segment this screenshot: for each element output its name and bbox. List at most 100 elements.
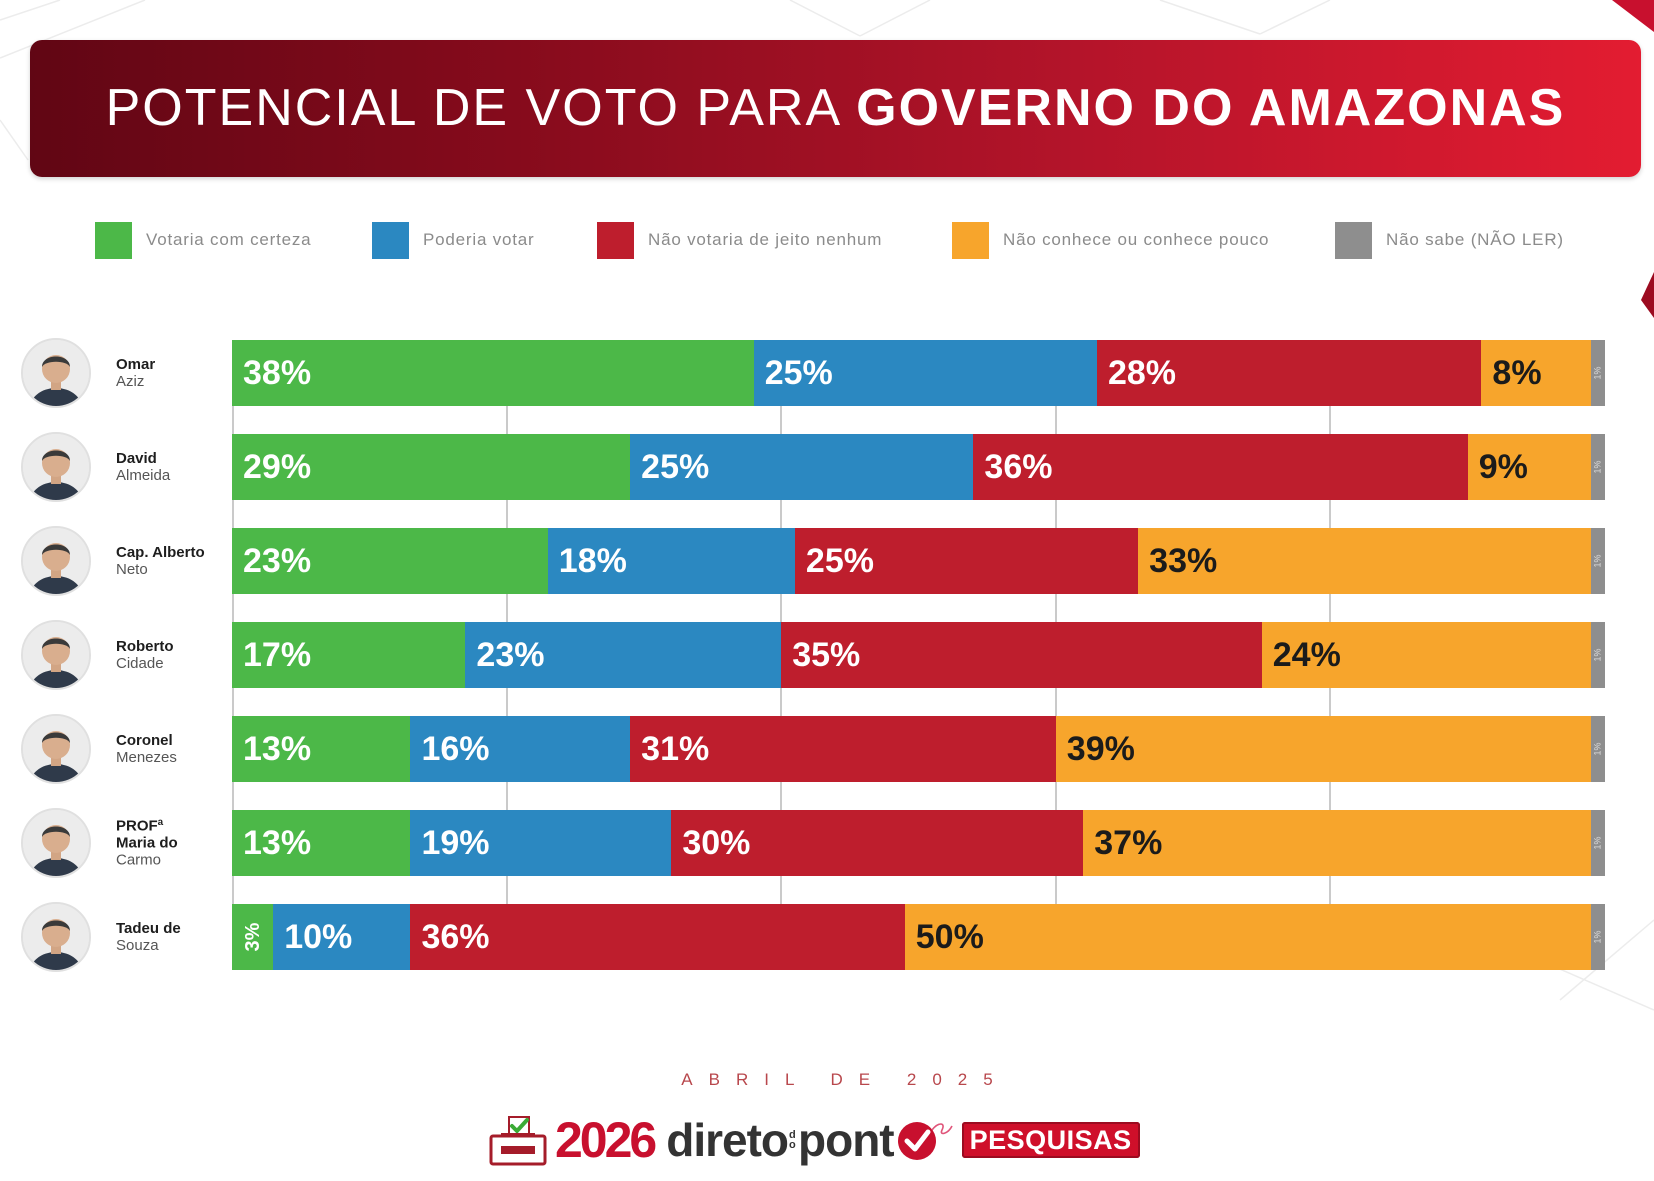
bar-segment-nao-sabe: 1%	[1591, 810, 1605, 876]
legend-item: Não sabe (NÃO LER)	[1335, 221, 1564, 259]
bar-segment-nao-conhece: 37%	[1083, 810, 1592, 876]
logo-year: 2026	[555, 1112, 657, 1168]
candidate-avatar	[21, 902, 91, 972]
bar-value-label: 31%	[641, 730, 710, 768]
bar-value-label: 16%	[421, 730, 490, 768]
candidate-name-bold: Omar	[116, 356, 156, 373]
bar-segment-nao-votaria: 35%	[781, 622, 1262, 688]
bar-segment-votaria-com-certeza: 29%	[232, 434, 631, 500]
candidate-avatar	[21, 526, 91, 596]
bar-value-label: 24%	[1272, 636, 1341, 674]
bar-value-label: 9%	[1478, 448, 1528, 486]
title-bold: GOVERNO DO AMAZONAS	[856, 79, 1566, 137]
candidate-name-regular: Carmo	[116, 851, 162, 869]
bar-value-label: 38%	[243, 354, 312, 392]
legend-item: Votaria com certeza	[95, 221, 311, 259]
bar-value-label: 1%	[1592, 554, 1603, 568]
legend-label: Votaria com certeza	[146, 230, 312, 249]
bar-value-label: 28%	[1107, 354, 1177, 392]
candidate-name: PROFª Maria do Carmo	[116, 818, 178, 869]
bar-segment-votaria-com-certeza: 3%	[232, 904, 274, 970]
bar-segment-votaria-com-certeza: 13%	[232, 810, 411, 876]
bar-segment-poderia-votar: 25%	[753, 340, 1097, 406]
chart-legend: Votaria com certeza Poderia votar Não vota…	[0, 221, 1654, 259]
bar-segment-nao-conhece: 9%	[1467, 434, 1592, 500]
bar-value-label: 50%	[915, 918, 984, 956]
bar-segment-nao-sabe: 1%	[1591, 340, 1605, 406]
bar-segment-nao-conhece: 39%	[1055, 716, 1592, 782]
bar-value-label: 29%	[243, 448, 312, 486]
candidate-name: Roberto Cidade	[116, 638, 174, 672]
bar-segment-votaria-com-certeza: 13%	[232, 716, 411, 782]
candidate-name-bold: Roberto	[116, 638, 174, 655]
bar-segment-nao-conhece: 50%	[904, 904, 1592, 970]
bar-segment-nao-sabe: 1%	[1591, 434, 1605, 500]
bar-value-label: 18%	[558, 542, 627, 580]
bar-segment-poderia-votar: 18%	[547, 528, 795, 594]
bar-value-label: 23%	[476, 636, 545, 674]
bar-value-label: 13%	[243, 824, 312, 862]
bar-segment-poderia-votar: 19%	[410, 810, 672, 876]
logo-brand-part1: direto	[666, 1114, 789, 1166]
bar-value-label: 19%	[421, 824, 490, 862]
bar-value-label: 10%	[284, 918, 353, 956]
bar-segment-nao-votaria: 36%	[973, 434, 1468, 500]
bar-segment-votaria-com-certeza: 17%	[232, 622, 466, 688]
bar-segment-nao-sabe: 1%	[1591, 904, 1605, 970]
logo-pesquisas-badge: PESQUISAS	[961, 1122, 1140, 1158]
legend-swatch	[597, 221, 634, 259]
candidate-name: Tadeu de Souza	[116, 920, 181, 954]
candidate-name: Coronel Menezes	[116, 732, 177, 766]
bar-value-label: 1%	[1592, 930, 1603, 944]
candidate-avatar	[21, 338, 91, 408]
bar-segment-poderia-votar: 16%	[410, 716, 631, 782]
legend-label: Não sabe (NÃO LER)	[1386, 230, 1564, 249]
bar-segment-nao-sabe: 1%	[1591, 528, 1605, 594]
bar-segment-nao-votaria: 25%	[794, 528, 1139, 594]
bar-segment-votaria-com-certeza: 23%	[232, 528, 548, 594]
bar-value-label: 1%	[1592, 366, 1603, 380]
bar-value-label: 36%	[421, 918, 490, 956]
bar-segment-nao-conhece: 33%	[1138, 528, 1592, 594]
legend-swatch	[95, 221, 132, 259]
stacked-bar-chart: 38% 25% 28% 8% 1% 29% 25% 36% 9% 1% 23% 18% 25% 33% 1%…	[232, 340, 1605, 970]
bar-value-label: 35%	[792, 636, 861, 674]
bar-value-label: 1%	[1592, 742, 1603, 756]
candidate-avatar	[21, 432, 91, 502]
bar-value-label: 23%	[243, 542, 312, 580]
bar-value-label: 3%	[241, 922, 264, 952]
ballot-box-icon	[489, 1116, 547, 1166]
check-circle-icon	[897, 1122, 953, 1160]
bar-value-label: 25%	[764, 354, 833, 392]
candidate-name: Omar Aziz	[116, 356, 155, 390]
logo-brand-part3: pont	[798, 1114, 895, 1166]
bar-value-label: 33%	[1149, 542, 1218, 580]
bar-segment-nao-sabe: 1%	[1591, 622, 1605, 688]
bar-value-label: 1%	[1592, 648, 1603, 662]
candidate-name-regular: Cidade	[116, 655, 164, 672]
bar-segment-nao-conhece: 24%	[1261, 622, 1592, 688]
candidate-name-bold: Coronel	[116, 732, 173, 749]
bar-value-label: 1%	[1592, 460, 1603, 474]
candidate-name-regular: Aziz	[116, 373, 145, 390]
candidate-name-regular: Neto	[116, 561, 148, 578]
brand-logo: 2026 direto do pont PESQUISAS	[487, 1110, 1140, 1170]
legend-swatch	[952, 221, 989, 259]
bar-value-label: 8%	[1492, 354, 1542, 392]
legend-label: Poderia votar	[423, 230, 535, 249]
candidate-name-bold: Cap. Alberto	[116, 544, 205, 561]
candidate-name-bold: David	[116, 450, 157, 467]
bar-value-label: 30%	[682, 824, 751, 862]
legend-swatch	[372, 221, 409, 259]
logo-brand-part2: do	[789, 1129, 796, 1151]
bar-segment-nao-sabe: 1%	[1591, 716, 1605, 782]
legend-swatch	[1335, 221, 1372, 259]
legend-label: Não conhece ou conhece pouco	[1003, 230, 1270, 249]
candidate-name-bold: Tadeu de	[116, 920, 181, 937]
bar-segment-nao-votaria: 30%	[671, 810, 1084, 876]
candidate-name-regular: Souza	[116, 937, 159, 954]
bar-value-label: 13%	[243, 730, 312, 768]
bar-value-label: 39%	[1066, 730, 1135, 768]
bar-segment-nao-votaria: 28%	[1096, 340, 1482, 406]
candidate-avatar	[21, 620, 91, 690]
